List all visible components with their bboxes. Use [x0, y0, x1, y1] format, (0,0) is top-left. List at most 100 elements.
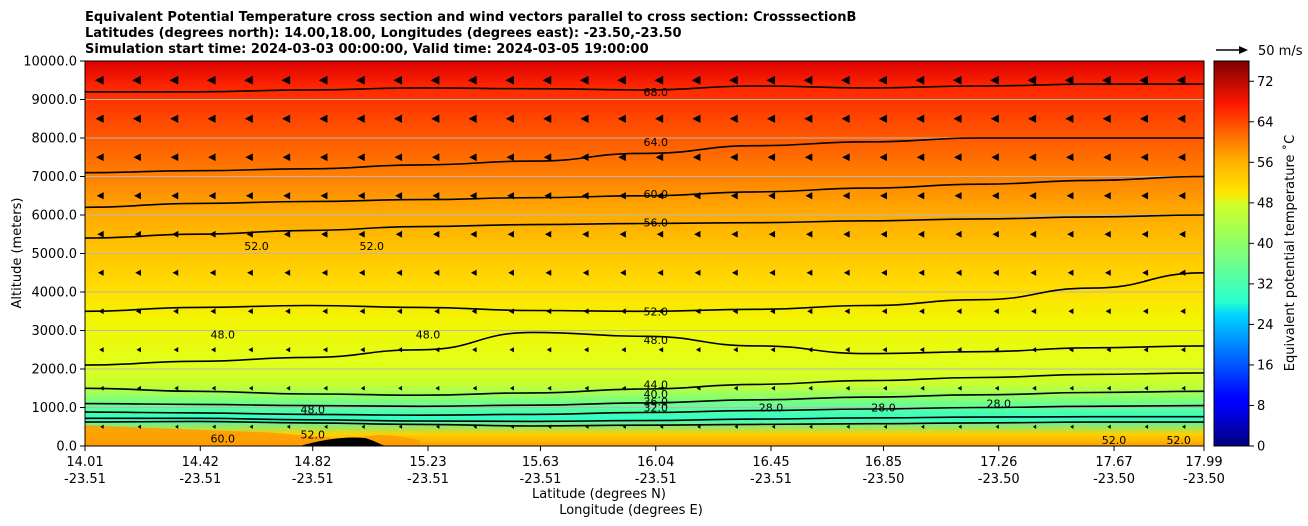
wind-arrow	[805, 192, 813, 200]
wind-arrow	[729, 114, 738, 123]
wind-arrow	[733, 385, 738, 391]
contour-label: 32.0	[643, 402, 668, 415]
wind-arrow	[135, 269, 141, 276]
wind-arrow	[286, 385, 291, 391]
wind-arrow	[471, 308, 477, 315]
wind-arrow	[1031, 308, 1037, 315]
wind-arrow	[956, 308, 962, 315]
contour-label: 64.0	[643, 136, 668, 149]
wind-arrow	[170, 153, 179, 162]
wind-arrow	[954, 153, 962, 162]
wind-arrow	[1027, 75, 1037, 85]
colorbar-gradient	[1213, 60, 1250, 447]
wind-arrow	[1139, 114, 1149, 123]
wind-arrow	[283, 192, 291, 200]
quiver-key: 50 m/s	[1216, 44, 1303, 59]
wind-arrow	[505, 75, 514, 85]
wind-arrow	[1182, 424, 1186, 429]
wind-arrow	[769, 269, 776, 276]
contour-label: 48.0	[643, 334, 668, 347]
wind-arrow	[94, 75, 104, 85]
contour-label: 52.0	[643, 305, 668, 318]
wind-arrow	[1028, 153, 1037, 162]
wind-arrow	[432, 192, 440, 200]
wind-arrow	[617, 75, 626, 85]
contour-label: 52.0	[300, 428, 325, 441]
wind-arrow	[319, 153, 328, 162]
wind-arrow	[768, 230, 776, 238]
wind-arrow	[1143, 347, 1149, 353]
wind-arrow	[655, 114, 664, 123]
wind-arrow	[1064, 75, 1074, 85]
wind-arrow	[436, 424, 440, 429]
wind-arrow	[992, 230, 999, 238]
wind-arrow	[1030, 269, 1037, 276]
wind-arrow	[207, 114, 216, 123]
contour-label: 52.0	[1166, 434, 1191, 447]
wind-arrow	[282, 114, 291, 123]
x-tick-label-lon: -23.51	[292, 472, 334, 487]
colorbar-tick-label: 40	[1257, 237, 1274, 252]
wind-arrow	[322, 308, 328, 315]
wind-arrow	[955, 230, 962, 238]
plot-area: 68.0 64.0 60.0 56.0 52.0 52.0 52.0 48.0 48.0 48.0…	[85, 61, 1204, 447]
wind-arrow	[282, 153, 291, 162]
wind-arrow	[357, 192, 365, 200]
wind-arrow	[919, 347, 925, 353]
y-tick-label: 1000.0	[32, 401, 78, 416]
x-tick-label-lon: -23.51	[407, 472, 449, 487]
y-tick-label: 0.0	[56, 440, 77, 455]
wind-arrow	[431, 153, 440, 162]
wind-arrow	[584, 347, 589, 353]
contour-labels: 68.0 64.0 60.0 56.0 52.0 52.0 52.0 48.0 48.0 48.0…	[211, 86, 1191, 447]
wind-arrow	[881, 308, 887, 315]
y-tick-label: 5000.0	[32, 247, 78, 262]
wind-arrow	[244, 114, 253, 123]
wind-arrow	[1181, 385, 1186, 391]
terrain-shadow	[300, 437, 385, 446]
wind-arrow	[731, 230, 738, 238]
wind-arrow	[173, 308, 179, 315]
wind-arrow	[244, 75, 253, 85]
wind-arrow	[770, 347, 776, 353]
wind-arrow	[430, 75, 440, 85]
contour-line-52	[85, 272, 1204, 313]
wind-arrow	[917, 192, 925, 200]
wind-arrow	[211, 347, 216, 353]
colorbar-tick-label: 48	[1257, 196, 1274, 211]
wind-arrow	[657, 269, 664, 276]
wind-arrow	[1107, 424, 1111, 429]
wind-arrow	[360, 385, 365, 391]
wind-arrow	[1029, 192, 1037, 200]
wind-arrow	[361, 424, 365, 429]
wind-arrow	[952, 75, 962, 85]
wind-arrow	[844, 308, 850, 315]
wind-arrow	[843, 269, 850, 276]
wind-arrow	[991, 192, 999, 200]
wind-arrow	[878, 75, 887, 85]
wind-arrow	[134, 192, 141, 200]
wind-arrow	[842, 153, 850, 162]
wind-arrow	[96, 153, 104, 162]
wind-arrow	[994, 385, 999, 391]
wind-arrow	[284, 269, 291, 276]
contour-lines	[85, 83, 1204, 427]
wind-arrow	[730, 192, 738, 200]
wind-arrow	[1103, 192, 1111, 200]
x-tick-label-lon: -23.50	[863, 472, 905, 487]
wind-arrow	[806, 230, 813, 238]
wind-arrow	[883, 385, 887, 391]
x-tick-label-lat: 17.26	[980, 455, 1017, 470]
wind-arrow	[804, 153, 813, 162]
wind-arrow	[285, 347, 291, 353]
wind-arrow	[584, 385, 589, 391]
wind-arrow	[582, 269, 589, 276]
wind-arrow	[916, 153, 925, 162]
wind-arrow	[358, 230, 365, 238]
wind-arrow	[918, 269, 925, 276]
wind-arrow	[173, 347, 179, 353]
wind-arrow	[395, 230, 403, 238]
wind-arrow	[1142, 269, 1149, 276]
wind-arrow	[100, 424, 104, 429]
wind-arrow	[1067, 230, 1074, 238]
